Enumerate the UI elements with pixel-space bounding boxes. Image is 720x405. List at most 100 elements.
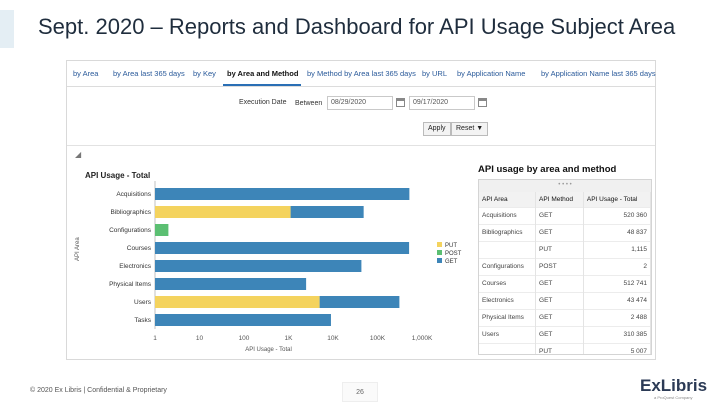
- x-tick-label: 1: [153, 335, 157, 342]
- category-label: Physical Items: [109, 281, 152, 288]
- x-tick-label: 10K: [327, 335, 339, 342]
- cell-total: 5 007: [583, 342, 651, 354]
- cell-total: 2 488: [583, 308, 651, 326]
- cell-total: 520 360: [583, 206, 651, 224]
- cell-area: Users: [479, 325, 537, 343]
- slide-footer: © 2020 Ex Libris | Confidential & Propri…: [30, 387, 167, 394]
- active-tab-indicator: [223, 84, 301, 86]
- from-date-input[interactable]: 08/29/2020: [327, 96, 393, 110]
- table-row: Courses GET 512 741: [479, 274, 651, 292]
- tab-by-method-by-area-last-365[interactable]: by Method by Area last 365 days: [307, 69, 416, 78]
- table-row: Physical Items GET 2 488: [479, 308, 651, 326]
- cell-total: 48 837: [583, 223, 651, 241]
- dashboard-frame: by Area by Area last 365 days by Key by …: [66, 60, 656, 360]
- category-label: Acquisitions: [116, 191, 151, 198]
- x-tick-label: 1,000K: [412, 335, 433, 342]
- table-drag-handle[interactable]: • • • •: [479, 180, 651, 192]
- bar-put: [155, 296, 320, 308]
- cell-method: PUT: [535, 342, 584, 354]
- category-label: Configurations: [109, 227, 152, 234]
- category-label: Users: [134, 299, 152, 306]
- exlibris-logo: ExLibris: [640, 376, 708, 395]
- tab-by-key[interactable]: by Key: [193, 69, 216, 78]
- bar-put: [155, 206, 291, 218]
- table-row: PUT 5 007: [479, 342, 651, 354]
- bar-post: [155, 224, 169, 236]
- cell-area: [479, 342, 537, 354]
- legend-swatch: [437, 250, 442, 255]
- tab-by-application-name-last-365[interactable]: by Application Name last 365 days: [541, 69, 656, 78]
- usage-table: API Area API Method API Usage - Total Ac…: [479, 192, 651, 354]
- apply-button[interactable]: Apply: [423, 122, 451, 136]
- table-header-row: API Area API Method API Usage - Total: [479, 192, 651, 207]
- calendar-icon[interactable]: [478, 98, 487, 107]
- table-row: Users GET 310 385: [479, 325, 651, 343]
- to-date-input[interactable]: 09/17/2020: [409, 96, 475, 110]
- between-label: Between: [295, 100, 323, 107]
- tab-by-application-name[interactable]: by Application Name: [457, 69, 526, 78]
- cell-total: 512 741: [583, 274, 651, 292]
- cell-method: GET: [535, 274, 584, 292]
- category-label: Tasks: [134, 317, 151, 324]
- title-accent-bar: [0, 10, 14, 48]
- slide-title: Sept. 2020 – Reports and Dashboard for A…: [38, 14, 676, 39]
- bar-get: [155, 188, 410, 200]
- cell-method: PUT: [535, 240, 584, 258]
- cell-total: 1,115: [583, 240, 651, 258]
- x-axis-label: API Usage - Total: [245, 347, 292, 353]
- legend-label: POST: [445, 251, 462, 257]
- calendar-icon[interactable]: [396, 98, 405, 107]
- cell-area: Bibliographics: [479, 223, 537, 241]
- cell-area: Electronics: [479, 291, 537, 309]
- legend-label: PUT: [445, 243, 457, 249]
- table-row: Bibliographics GET 48 837: [479, 223, 651, 241]
- section-divider: [67, 145, 655, 146]
- legend-swatch: [437, 258, 442, 263]
- cell-total: 43 474: [583, 291, 651, 309]
- legend-swatch: [437, 242, 442, 247]
- x-tick-label: 100K: [370, 335, 386, 342]
- reset-button[interactable]: Reset ▼: [451, 122, 489, 136]
- cell-area: Configurations: [479, 257, 537, 275]
- category-label: Bibliographics: [111, 209, 152, 216]
- column-header-api-area[interactable]: API Area: [479, 192, 537, 207]
- dashboard-tabs: by Area by Area last 365 days by Key by …: [67, 61, 656, 87]
- legend-label: GET: [445, 259, 458, 265]
- tab-by-area-last-365[interactable]: by Area last 365 days: [113, 69, 185, 78]
- tab-by-area[interactable]: by Area: [73, 69, 99, 78]
- execution-date-label: Execution Date: [239, 99, 287, 106]
- cell-area: Courses: [479, 274, 537, 292]
- cell-method: GET: [535, 223, 584, 241]
- cell-method: GET: [535, 325, 584, 343]
- x-tick-label: 1K: [285, 335, 294, 342]
- cell-method: GET: [535, 291, 584, 309]
- page-number: 26: [342, 382, 378, 402]
- cell-method: GET: [535, 206, 584, 224]
- cell-total: 310 385: [583, 325, 651, 343]
- table-row: Acquisitions GET 520 360: [479, 206, 651, 224]
- cell-area: [479, 240, 537, 258]
- bar-get: [155, 278, 307, 290]
- category-label: Courses: [127, 245, 152, 252]
- table-row: Configurations POST 2: [479, 257, 651, 275]
- column-header-api-method[interactable]: API Method: [535, 192, 584, 207]
- category-label: Electronics: [119, 263, 152, 270]
- usage-table-container: • • • • API Area API Method API Usage - …: [478, 179, 652, 355]
- column-header-api-usage-total[interactable]: API Usage - Total: [583, 192, 651, 207]
- table-row: PUT 1,115: [479, 240, 651, 258]
- chart-title: API Usage - Total: [85, 171, 151, 180]
- cell-area: Physical Items: [479, 308, 537, 326]
- x-tick-label: 100: [239, 335, 250, 342]
- x-tick-label: 10: [196, 335, 204, 342]
- bar-get: [155, 314, 331, 326]
- tab-by-url[interactable]: by URL: [422, 69, 448, 78]
- cell-method: POST: [535, 257, 584, 275]
- cell-method: GET: [535, 308, 584, 326]
- logo-subtitle: a ProQuest Company: [654, 395, 693, 400]
- table-row: Electronics GET 43 474: [479, 291, 651, 309]
- tab-by-area-and-method[interactable]: by Area and Method: [227, 69, 299, 78]
- cell-area: Acquisitions: [479, 206, 537, 224]
- collapse-icon[interactable]: ◢: [75, 150, 82, 159]
- bar-get: [290, 206, 364, 218]
- cell-total: 2: [583, 257, 651, 275]
